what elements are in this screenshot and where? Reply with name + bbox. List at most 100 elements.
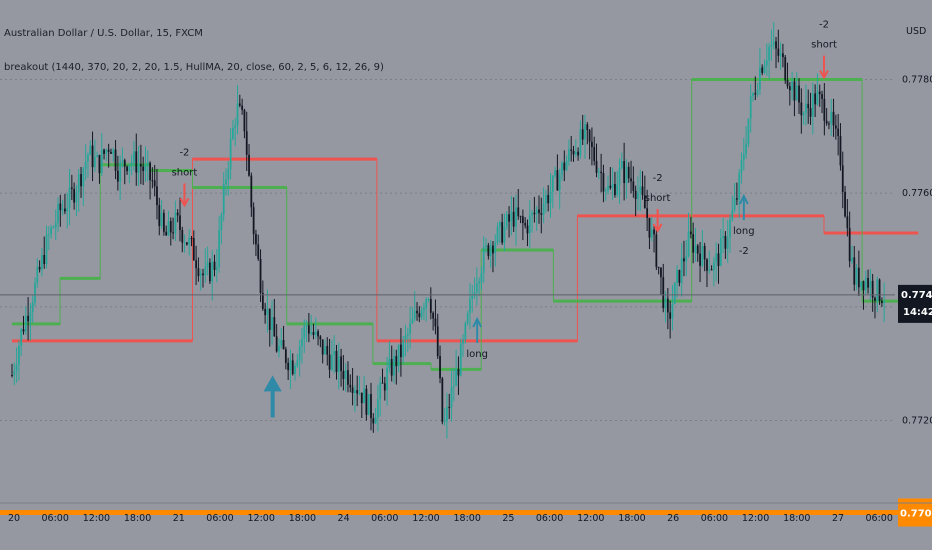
candle-body bbox=[462, 339, 464, 344]
candle-body bbox=[639, 186, 642, 193]
candle-body bbox=[547, 194, 550, 204]
candle-body bbox=[305, 325, 308, 327]
candle-body bbox=[45, 234, 48, 265]
long-arrow-head bbox=[738, 193, 749, 205]
candle-body bbox=[459, 343, 462, 376]
short-arrow-head bbox=[819, 70, 829, 80]
candle-body bbox=[363, 388, 365, 404]
candle-body bbox=[66, 208, 69, 212]
candle-body bbox=[844, 191, 846, 217]
candle-body bbox=[600, 171, 603, 174]
candle-body bbox=[418, 313, 421, 318]
candle-body bbox=[839, 135, 842, 166]
candle-body bbox=[726, 237, 729, 249]
candle-body bbox=[75, 192, 78, 203]
time-tick-label: 18:00 bbox=[783, 513, 810, 524]
candle-body bbox=[121, 160, 124, 163]
candle-body bbox=[637, 192, 639, 200]
candle-body bbox=[653, 229, 655, 235]
candle-body bbox=[312, 332, 315, 335]
candle-body bbox=[232, 127, 234, 139]
candle-body bbox=[551, 175, 554, 192]
candle-body bbox=[478, 281, 481, 284]
price-tick-label: 0.77800 bbox=[902, 75, 932, 86]
candle-body bbox=[68, 187, 71, 209]
candle-body bbox=[70, 187, 73, 189]
candle-body bbox=[50, 227, 53, 235]
symbol-title[interactable]: Australian Dollar / U.S. Dollar, 15, FXC… bbox=[4, 28, 203, 39]
candle-body bbox=[395, 355, 398, 367]
candle-body bbox=[328, 354, 331, 370]
candle-body bbox=[266, 308, 269, 316]
currency-label: USD bbox=[906, 26, 926, 37]
candle-body bbox=[188, 238, 191, 245]
candle-body bbox=[620, 161, 623, 169]
candle-body bbox=[294, 366, 296, 374]
candle-body bbox=[694, 245, 697, 253]
candle-body bbox=[531, 212, 533, 216]
candle-body bbox=[54, 222, 57, 228]
candle-body bbox=[616, 184, 619, 195]
candle-body bbox=[443, 421, 446, 423]
candle-body bbox=[745, 143, 747, 155]
candle-body bbox=[436, 326, 439, 357]
candle-body bbox=[133, 151, 135, 163]
candle-body bbox=[544, 194, 547, 204]
candle-body bbox=[432, 312, 435, 319]
candle-body bbox=[738, 172, 741, 200]
candle-body bbox=[358, 392, 361, 394]
time-tick-label: 06:00 bbox=[42, 513, 69, 524]
candle-body bbox=[876, 279, 879, 301]
candle-body bbox=[581, 129, 584, 140]
candle-body bbox=[754, 93, 757, 95]
indicator-legend[interactable]: breakout (1440, 370, 20, 2, 20, 1.5, Hul… bbox=[4, 62, 384, 73]
candle-body bbox=[597, 171, 600, 173]
candle-body bbox=[43, 254, 46, 265]
candle-body bbox=[475, 283, 478, 293]
candle-body bbox=[501, 222, 504, 243]
candle-body bbox=[662, 277, 665, 309]
candle-body bbox=[733, 198, 736, 210]
candle-body bbox=[565, 160, 568, 171]
candle-body bbox=[413, 310, 416, 320]
candle-body bbox=[335, 350, 338, 372]
candle-body bbox=[632, 181, 635, 191]
candle-body bbox=[469, 299, 471, 314]
candle-body bbox=[480, 272, 483, 282]
candle-body bbox=[706, 259, 708, 271]
short-arrow-head bbox=[179, 197, 190, 208]
time-tick-label: 06:00 bbox=[866, 513, 893, 524]
candle-body bbox=[379, 382, 382, 399]
candle-body bbox=[84, 161, 87, 169]
candle-body bbox=[128, 164, 131, 172]
candle-body bbox=[243, 109, 246, 132]
candle-body bbox=[512, 211, 515, 227]
candle-body bbox=[11, 375, 13, 376]
candle-body bbox=[719, 238, 722, 266]
time-axis[interactable]: 20 06:00 12:00 18:00 21 06:00 12:00 18:00 24 06:0… bbox=[0, 502, 932, 524]
candle-body bbox=[740, 160, 743, 173]
candle-body bbox=[142, 166, 145, 171]
time-tick-label: 20 bbox=[8, 513, 20, 524]
candle-body bbox=[179, 215, 181, 231]
candle-body bbox=[41, 254, 43, 270]
candle-body bbox=[126, 166, 128, 172]
candle-body bbox=[471, 295, 474, 300]
candle-body bbox=[851, 257, 853, 262]
candle-body bbox=[749, 96, 752, 119]
candle-body bbox=[356, 390, 359, 394]
price-axis[interactable]: 0.772000.774000.776000.77800USD0.7742114… bbox=[898, 26, 932, 527]
candle-body bbox=[236, 103, 239, 126]
candle-body bbox=[197, 268, 200, 277]
candle-body bbox=[209, 262, 211, 282]
candle-body bbox=[333, 350, 336, 355]
candle-body bbox=[871, 280, 874, 298]
candle-body bbox=[558, 174, 561, 191]
time-tick-label: 26 bbox=[667, 513, 679, 524]
time-tick-label: 18:00 bbox=[124, 513, 151, 524]
candle-body bbox=[116, 170, 119, 182]
long-arrow-head bbox=[263, 375, 282, 392]
candle-body bbox=[61, 208, 64, 211]
